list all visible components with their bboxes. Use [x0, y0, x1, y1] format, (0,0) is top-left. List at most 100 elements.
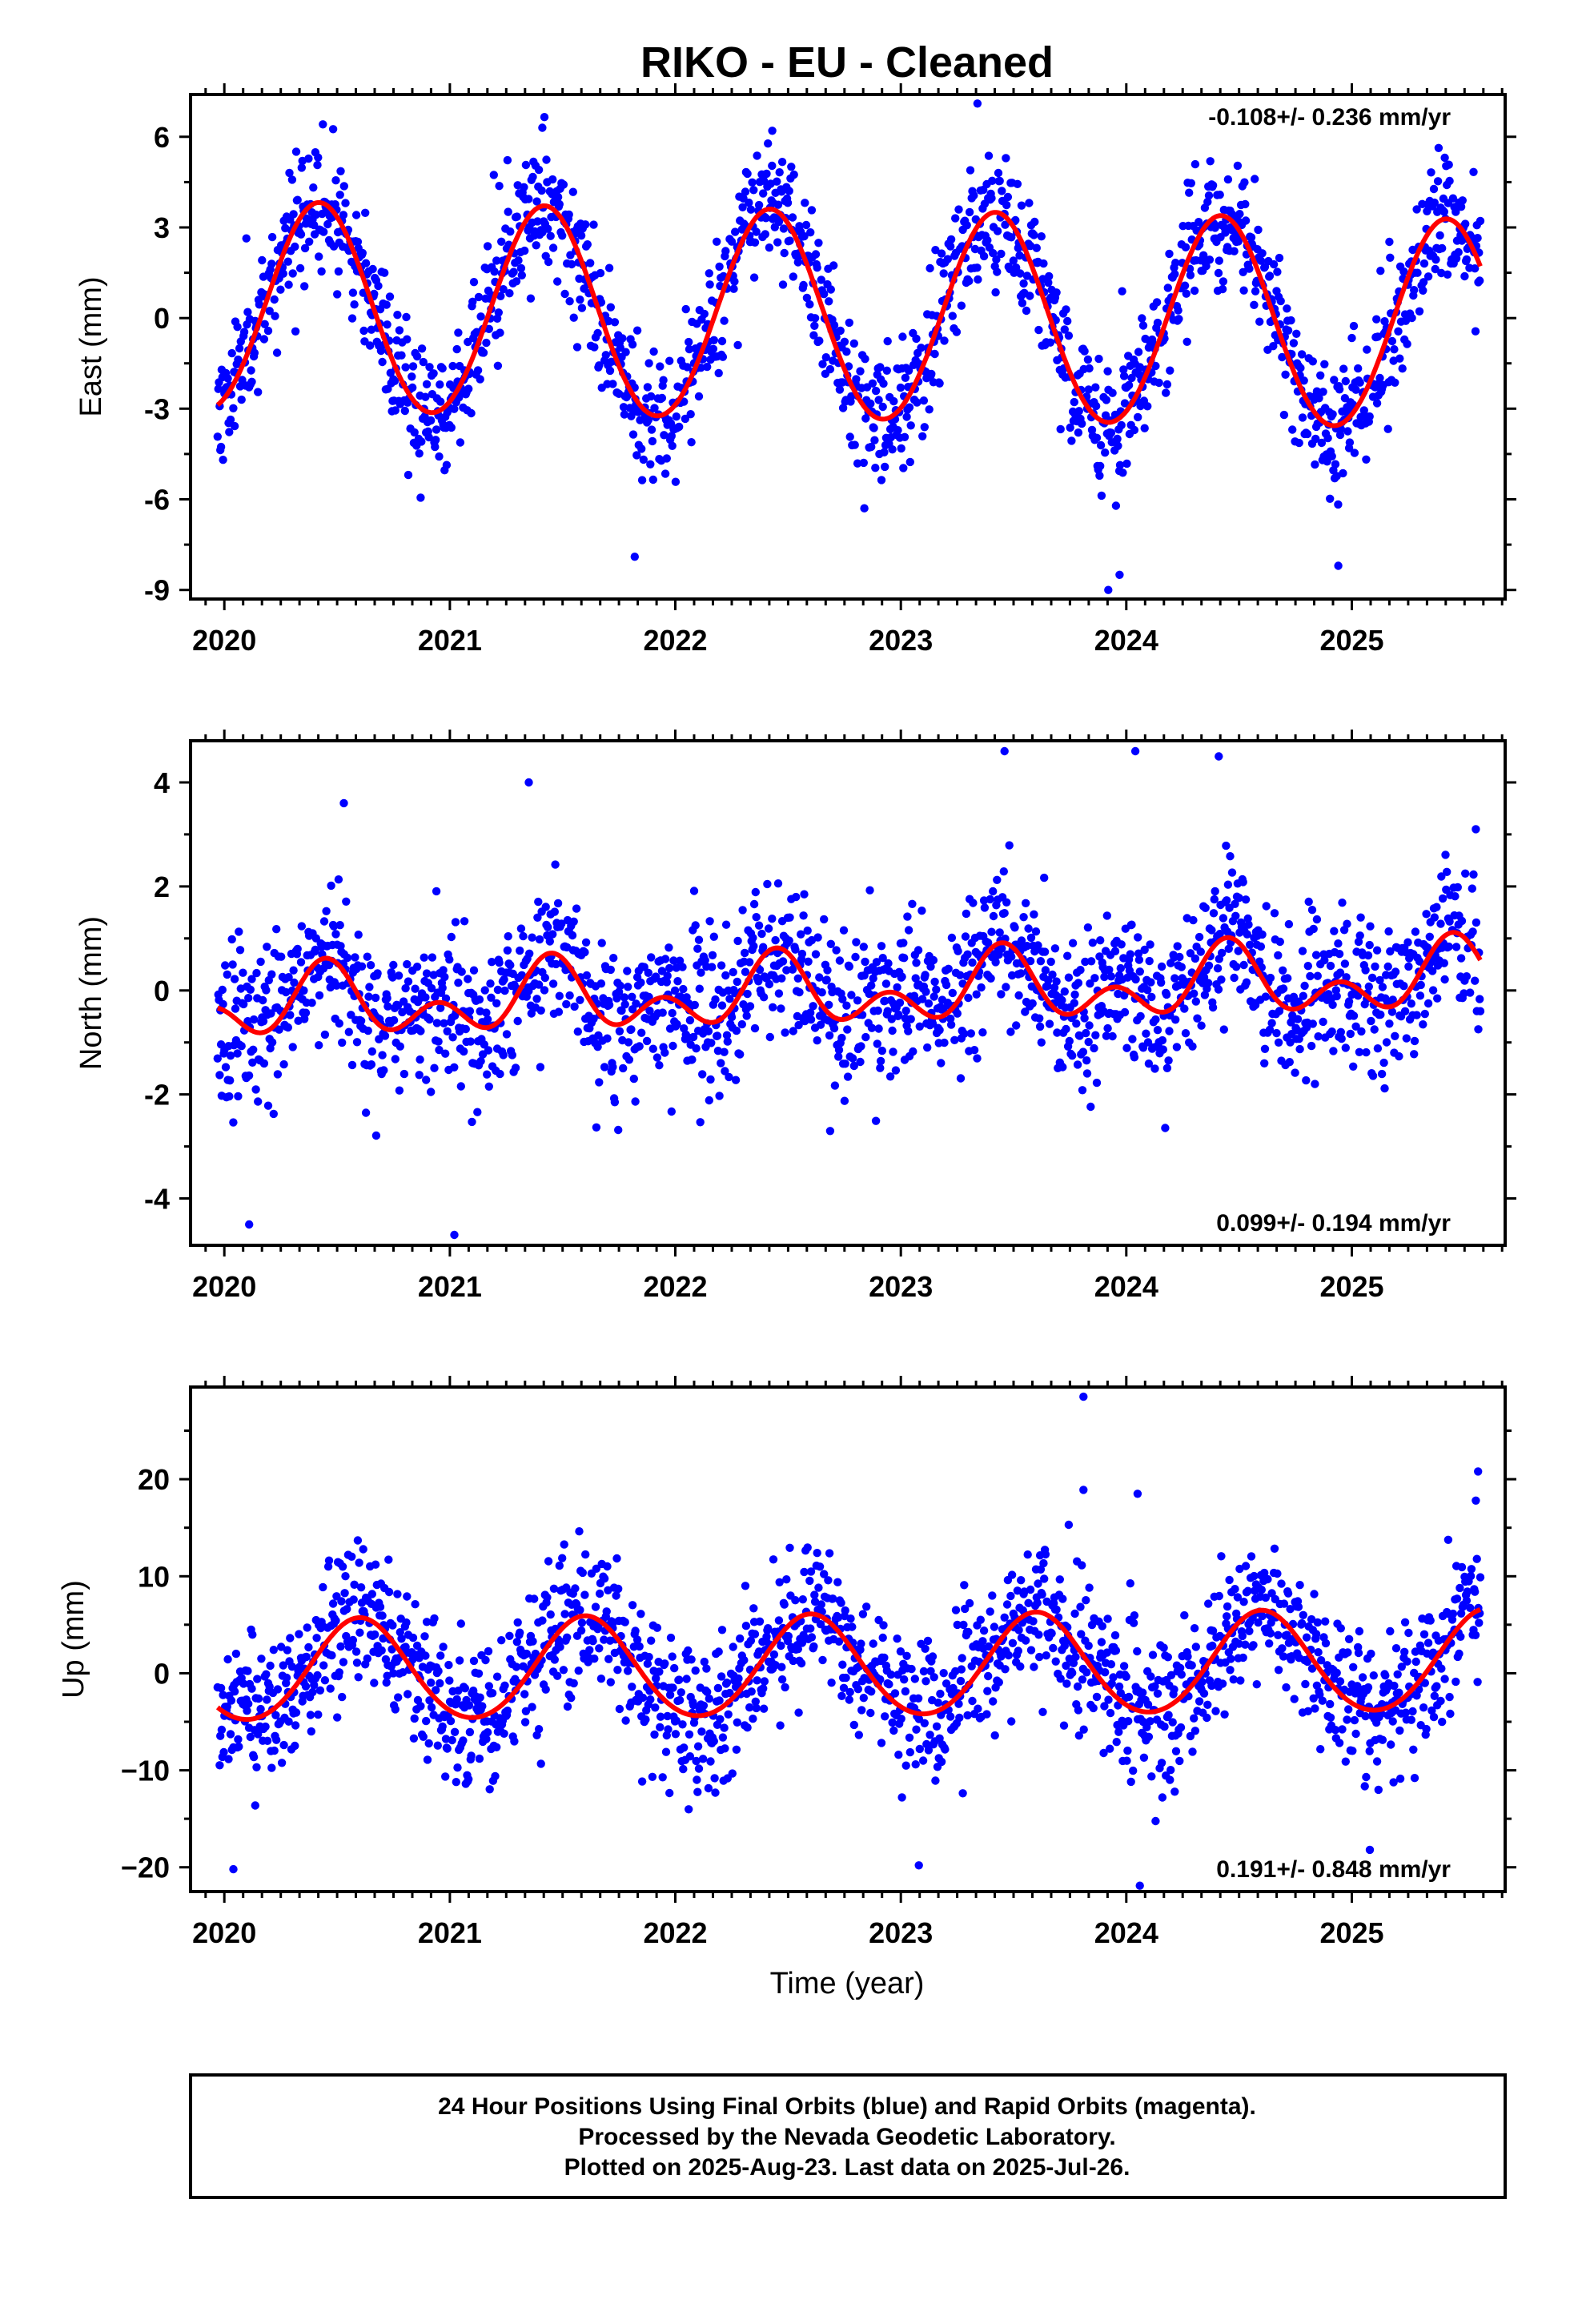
- data-point: [262, 986, 271, 995]
- data-point: [291, 147, 301, 156]
- data-point: [295, 263, 305, 273]
- data-point: [537, 186, 546, 195]
- data-point: [877, 476, 886, 485]
- data-point: [678, 963, 687, 971]
- data-point: [749, 1604, 758, 1613]
- data-point: [1031, 927, 1041, 936]
- data-point: [1062, 1024, 1070, 1034]
- data-point: [401, 363, 410, 372]
- data-point: [792, 892, 801, 902]
- data-point: [466, 1037, 475, 1046]
- data-point: [1208, 181, 1218, 190]
- data-point: [621, 1716, 630, 1725]
- data-point: [395, 326, 404, 335]
- data-point: [488, 1689, 497, 1698]
- data-point: [1260, 1059, 1269, 1068]
- data-point: [1407, 999, 1416, 1008]
- data-point: [348, 288, 358, 297]
- data-point: [575, 1527, 584, 1536]
- data-point: [419, 357, 428, 367]
- data-point: [379, 1066, 388, 1075]
- data-point: [1452, 943, 1461, 951]
- data-point: [675, 1675, 684, 1684]
- data-point: [370, 1679, 379, 1687]
- data-point: [774, 989, 784, 998]
- data-point: [937, 1757, 946, 1767]
- data-point: [818, 360, 827, 368]
- data-point: [377, 1646, 386, 1655]
- data-point: [997, 1652, 1006, 1661]
- data-point: [624, 1667, 632, 1675]
- data-point: [1145, 956, 1154, 966]
- data-point: [247, 975, 256, 983]
- data-point: [338, 1038, 347, 1047]
- data-point: [746, 1636, 756, 1645]
- data-point: [675, 1695, 685, 1705]
- data-point: [531, 1649, 540, 1659]
- data-point: [785, 1543, 794, 1553]
- data-point: [1327, 452, 1336, 460]
- data-point: [1026, 1585, 1035, 1594]
- data-point: [815, 1562, 825, 1571]
- data-point: [433, 1741, 442, 1750]
- data-point: [422, 1618, 432, 1626]
- data-point: [595, 1589, 604, 1598]
- data-point: [853, 996, 862, 1005]
- data-point: [1364, 982, 1374, 991]
- data-point: [644, 968, 652, 978]
- data-point: [1320, 955, 1329, 965]
- data-point: [762, 169, 771, 179]
- data-point: [235, 946, 245, 955]
- data-point: [348, 1635, 358, 1645]
- data-point: [513, 1016, 522, 1026]
- data-point: [885, 1072, 895, 1081]
- data-point: [315, 991, 324, 1000]
- data-point: [906, 421, 915, 430]
- data-point: [889, 396, 898, 406]
- data-point: [1363, 345, 1371, 354]
- data-point: [1299, 376, 1308, 385]
- data-point: [1072, 1019, 1081, 1028]
- data-point: [1191, 159, 1200, 169]
- data-point: [223, 1655, 232, 1664]
- data-point: [237, 1042, 246, 1051]
- data-point: [809, 1002, 817, 1011]
- data-point: [469, 278, 479, 287]
- data-point: [1256, 942, 1266, 951]
- data-point: [408, 362, 418, 371]
- data-point: [1285, 1058, 1295, 1067]
- data-point: [1460, 271, 1469, 281]
- data-point: [1319, 388, 1327, 396]
- data-point: [798, 1595, 807, 1604]
- data-point: [993, 227, 1002, 235]
- data-point: [1173, 942, 1182, 951]
- data-point: [476, 1056, 485, 1066]
- data-point: [1051, 1657, 1060, 1666]
- data-point: [1311, 951, 1321, 959]
- data-point: [1022, 942, 1032, 951]
- data-point: [460, 917, 469, 926]
- data-point: [690, 1000, 699, 1010]
- data-point: [490, 267, 499, 276]
- data-point: [849, 1061, 859, 1071]
- data-point: [269, 1646, 278, 1655]
- data-point: [705, 1096, 713, 1105]
- data-point: [1400, 1007, 1410, 1016]
- data-point: [762, 1632, 771, 1641]
- data-point: [440, 1019, 448, 1028]
- data-point: [930, 977, 939, 987]
- data-point: [878, 1633, 887, 1642]
- data-point: [1439, 207, 1449, 216]
- data-point: [1476, 276, 1484, 285]
- data-point: [663, 1711, 672, 1721]
- data-point: [1243, 914, 1252, 923]
- data-point: [832, 946, 841, 955]
- data-point: [247, 366, 255, 375]
- data-point: [759, 943, 768, 951]
- data-point: [693, 1787, 702, 1796]
- data-point: [907, 1664, 916, 1674]
- data-point: [813, 933, 822, 942]
- data-point: [973, 99, 982, 108]
- data-point: [226, 1076, 235, 1085]
- data-point: [288, 1043, 297, 1051]
